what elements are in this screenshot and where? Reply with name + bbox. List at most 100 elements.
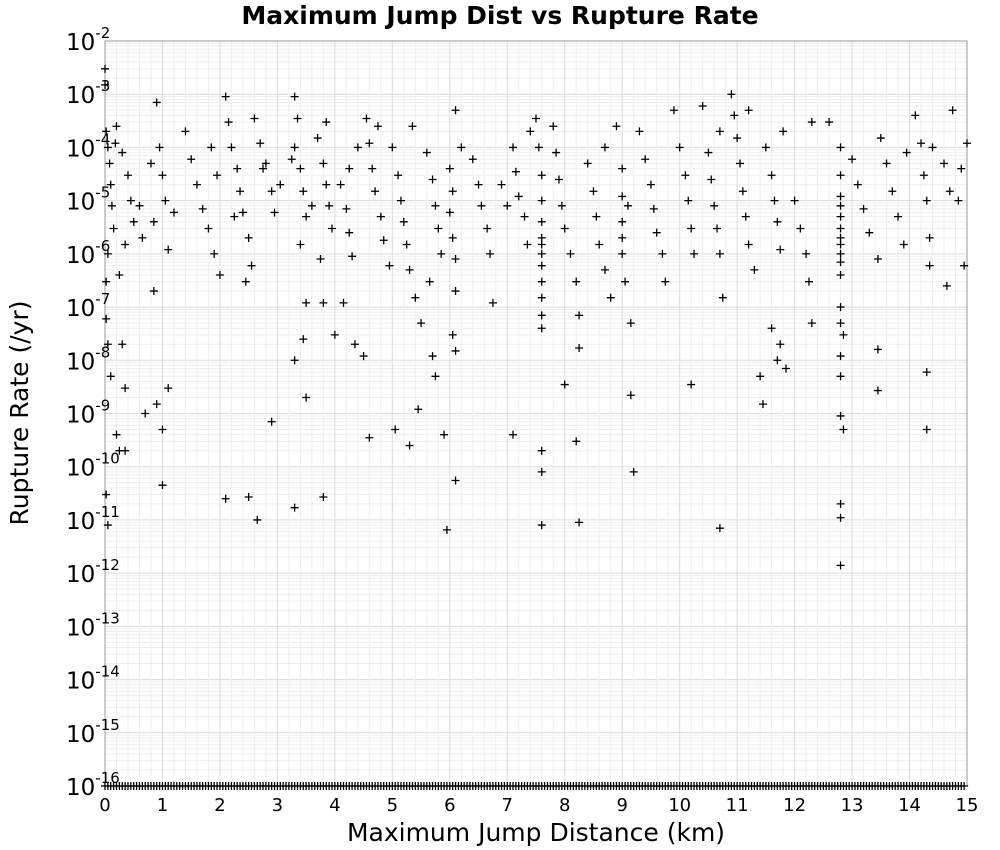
data-point (215, 271, 224, 280)
data-point (523, 240, 532, 249)
data-point (434, 224, 443, 233)
data-point (503, 201, 512, 210)
data-point (379, 236, 388, 245)
data-point (339, 298, 348, 307)
y-tick-exponent: -8 (95, 343, 110, 361)
data-point (233, 164, 242, 173)
data-point (111, 139, 120, 148)
data-point (710, 201, 719, 210)
y-tick-base: 10 (66, 296, 95, 322)
data-point (497, 180, 506, 189)
data-point (227, 143, 236, 152)
y-tick-base: 10 (66, 30, 95, 56)
data-point (873, 386, 882, 395)
data-point (302, 298, 311, 307)
data-point (158, 425, 167, 434)
data-point (715, 524, 724, 533)
data-point (836, 224, 845, 233)
data-point (626, 391, 635, 400)
y-tick-label: 10-6 (66, 237, 110, 269)
data-point (457, 143, 466, 152)
data-point (899, 240, 908, 249)
data-point (103, 143, 112, 152)
data-point (825, 118, 834, 127)
data-point (425, 277, 434, 286)
data-point (319, 298, 328, 307)
y-tick-base: 10 (66, 775, 95, 801)
data-point (299, 335, 308, 344)
data-point (537, 293, 546, 302)
chart-title: Maximum Jump Dist vs Rupture Rate (241, 1, 758, 30)
data-point (385, 261, 394, 270)
data-point (105, 159, 114, 168)
data-point (641, 155, 650, 164)
data-point (348, 252, 357, 261)
data-point (925, 233, 934, 242)
x-tick-labels: 0 1 2 3 4 5 6 7 8 9 10 11 12 13 14 15 (99, 795, 978, 816)
data-point (135, 201, 144, 210)
data-point (715, 249, 724, 258)
data-point (118, 148, 127, 157)
data-point (911, 111, 920, 120)
data-point (431, 201, 440, 210)
data-point (371, 187, 380, 196)
data-point (103, 521, 112, 530)
data-point (618, 249, 627, 258)
y-tick-label: 10-2 (66, 24, 110, 56)
y-tick-base: 10 (66, 349, 95, 375)
data-point (267, 187, 276, 196)
data-point (954, 196, 963, 205)
y-tick-exponent: -14 (95, 663, 120, 681)
data-point (109, 224, 118, 233)
data-point (646, 180, 655, 189)
y-tick-base: 10 (66, 403, 95, 429)
data-point (684, 196, 693, 205)
data-point (192, 180, 201, 189)
data-point (537, 277, 546, 286)
data-point (532, 114, 540, 123)
y-tick-label: 10-7 (66, 290, 110, 322)
data-point (121, 446, 130, 455)
data-point (244, 233, 253, 242)
data-point (537, 446, 546, 455)
data-point (293, 114, 302, 123)
data-point (649, 204, 658, 213)
data-point (963, 139, 971, 148)
data-point (307, 201, 316, 210)
data-point (313, 134, 322, 143)
data-point (152, 400, 161, 409)
data-point (296, 164, 305, 173)
data-point (781, 364, 790, 373)
data-point (102, 277, 111, 286)
data-point (873, 255, 882, 264)
data-point (658, 249, 667, 258)
data-point (445, 164, 454, 173)
data-point (451, 106, 460, 115)
data-point (101, 64, 109, 73)
data-point (776, 340, 785, 349)
x-tick-label: 10 (668, 795, 691, 816)
data-point (600, 265, 609, 274)
data-point (557, 201, 566, 210)
data-point (942, 281, 951, 290)
data-point (411, 293, 420, 302)
data-point (161, 196, 170, 205)
data-point (322, 118, 331, 127)
data-point (345, 228, 354, 237)
data-point (405, 265, 414, 274)
data-point (552, 148, 561, 157)
y-tick-base: 10 (66, 562, 95, 588)
data-point (486, 249, 495, 258)
y-tick-base: 10 (66, 190, 95, 216)
data-point (138, 233, 147, 242)
y-tick-exponent: -2 (95, 24, 110, 42)
data-point (422, 148, 431, 157)
data-point (330, 330, 339, 339)
data-point (302, 393, 311, 402)
data-point (402, 240, 411, 249)
y-tick-label: 10-3 (66, 77, 110, 109)
x-tick-label: 6 (444, 795, 455, 816)
data-point (836, 240, 845, 249)
data-point (606, 293, 615, 302)
data-point (221, 92, 230, 101)
